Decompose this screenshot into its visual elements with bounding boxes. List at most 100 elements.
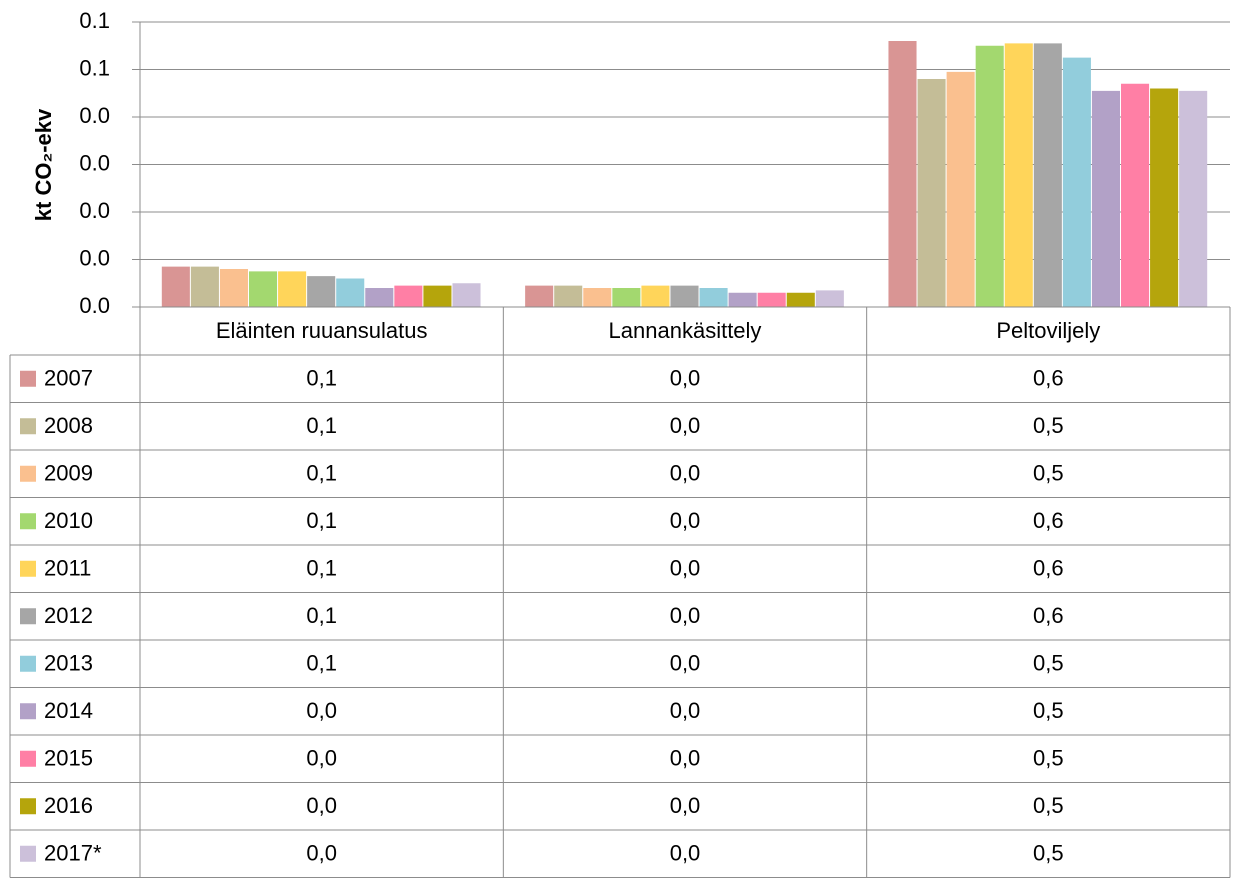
bar — [249, 271, 278, 307]
bar — [975, 45, 1004, 307]
bar — [394, 285, 423, 307]
table-cell: 0,5 — [1033, 413, 1064, 438]
bar — [670, 285, 699, 307]
table-cell: 0,6 — [1033, 508, 1064, 533]
table-cell: 0,0 — [670, 746, 701, 771]
table-cell: 0,1 — [306, 603, 337, 628]
table-cell: 0,0 — [670, 366, 701, 391]
bar — [161, 266, 190, 307]
bar — [1150, 88, 1179, 307]
y-tick-label: 0.0 — [79, 293, 110, 318]
legend-swatch — [20, 703, 36, 720]
legend-swatch — [20, 465, 36, 482]
table-cell: 0,6 — [1033, 556, 1064, 581]
y-axis-title: kt CO₂-ekv — [31, 108, 56, 221]
table-cell: 0,0 — [670, 556, 701, 581]
table-cell: 0,1 — [306, 461, 337, 486]
bar — [815, 290, 844, 307]
legend-swatch — [20, 750, 36, 767]
bar — [917, 79, 946, 307]
y-tick-label: 0.1 — [79, 55, 110, 80]
table-cell: 0,5 — [1033, 461, 1064, 486]
table-cell: 0,1 — [306, 366, 337, 391]
bar — [1062, 57, 1091, 307]
bar — [1091, 90, 1120, 307]
y-tick-label: 0.0 — [79, 245, 110, 270]
legend-swatch — [20, 798, 36, 815]
legend-label: 2011 — [44, 556, 91, 581]
bar — [336, 278, 365, 307]
bar — [786, 292, 815, 307]
table-cell: 0,5 — [1033, 793, 1064, 818]
bar — [452, 283, 481, 307]
bar — [728, 292, 757, 307]
x-tick-label: Peltoviljely — [996, 318, 1100, 343]
table-cell: 0,1 — [306, 556, 337, 581]
table-cell: 0,0 — [306, 746, 337, 771]
x-tick-label: Lannankäsittely — [609, 318, 762, 343]
legend-label: 2010 — [44, 508, 93, 533]
bar — [278, 271, 307, 307]
legend-swatch — [20, 418, 36, 435]
legend-label: 2017* — [44, 841, 102, 866]
y-tick-label: 0.0 — [79, 198, 110, 223]
legend-swatch — [20, 845, 36, 862]
table-cell: 0,0 — [670, 413, 701, 438]
bar — [423, 285, 452, 307]
table-cell: 0,6 — [1033, 603, 1064, 628]
table-cell: 0,5 — [1033, 651, 1064, 676]
legend-label: 2013 — [44, 651, 93, 676]
table-cell: 0,5 — [1033, 746, 1064, 771]
table-cell: 0,0 — [306, 841, 337, 866]
table-cell: 0,0 — [670, 841, 701, 866]
legend-label: 2012 — [44, 603, 93, 628]
legend-swatch — [20, 370, 36, 387]
bar — [757, 292, 786, 307]
bar — [641, 285, 670, 307]
bar — [888, 41, 917, 307]
table-cell: 0,0 — [670, 651, 701, 676]
bar — [583, 288, 612, 307]
legend-label: 2007 — [44, 366, 93, 391]
bar — [946, 71, 975, 307]
legend-label: 2015 — [44, 746, 93, 771]
bar — [307, 276, 336, 307]
table-cell: 0,1 — [306, 413, 337, 438]
bar — [219, 269, 248, 307]
table-cell: 0,6 — [1033, 366, 1064, 391]
legend-label: 2016 — [44, 793, 93, 818]
bar — [1004, 43, 1033, 307]
table-cell: 0,0 — [670, 508, 701, 533]
bar — [1179, 90, 1208, 307]
table-cell: 0,1 — [306, 651, 337, 676]
table-cell: 0,5 — [1033, 841, 1064, 866]
table-cell: 0,5 — [1033, 698, 1064, 723]
bar — [525, 285, 554, 307]
table-cell: 0,0 — [306, 793, 337, 818]
legend-label: 2009 — [44, 461, 93, 486]
bar — [365, 288, 394, 307]
y-tick-label: 0.1 — [79, 8, 110, 33]
x-tick-label: Eläinten ruuansulatus — [216, 318, 428, 343]
bar — [612, 288, 641, 307]
table-cell: 0,0 — [670, 461, 701, 486]
table-cell: 0,0 — [670, 698, 701, 723]
bar — [554, 285, 583, 307]
legend-swatch — [20, 560, 36, 577]
bar — [1033, 43, 1062, 307]
table-cell: 0,0 — [306, 698, 337, 723]
bar — [1121, 83, 1150, 307]
table-cell: 0,1 — [306, 508, 337, 533]
table-cell: 0,0 — [670, 793, 701, 818]
y-tick-label: 0.0 — [79, 150, 110, 175]
legend-swatch — [20, 655, 36, 672]
legend-swatch — [20, 608, 36, 625]
legend-label: 2008 — [44, 413, 93, 438]
bar — [190, 266, 219, 307]
y-tick-label: 0.0 — [79, 103, 110, 128]
bar — [699, 288, 728, 307]
legend-swatch — [20, 513, 36, 530]
table-cell: 0,0 — [670, 603, 701, 628]
legend-label: 2014 — [44, 698, 93, 723]
